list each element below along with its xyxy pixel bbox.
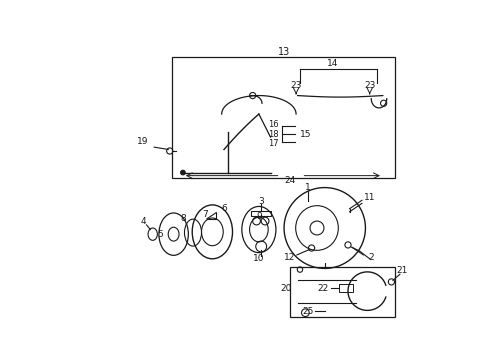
Text: 23: 23 [291, 81, 302, 90]
Bar [251, 211, 271, 216]
Bar [172, 57, 394, 178]
Text: 21: 21 [396, 266, 408, 275]
Text: 14: 14 [327, 59, 338, 68]
Text: 8: 8 [181, 214, 187, 223]
Text: 7: 7 [202, 210, 207, 219]
Text: 10: 10 [253, 254, 265, 263]
Text: 11: 11 [364, 193, 375, 202]
Text: 25: 25 [302, 307, 314, 316]
Text: 23: 23 [364, 81, 375, 90]
Circle shape [181, 170, 185, 175]
Bar [339, 284, 353, 292]
Text: 9: 9 [256, 212, 262, 221]
Text: 24: 24 [284, 176, 295, 185]
Text: 18: 18 [269, 130, 279, 139]
Text: 15: 15 [299, 130, 311, 139]
Text: 5: 5 [158, 230, 163, 239]
Text: 20: 20 [280, 284, 292, 293]
Text: 22: 22 [318, 284, 329, 293]
Text: 19: 19 [137, 137, 148, 146]
Text: 2: 2 [368, 253, 374, 262]
Text: 17: 17 [269, 139, 279, 148]
Text: 6: 6 [221, 204, 227, 213]
Text: 1: 1 [305, 184, 311, 193]
Text: 13: 13 [277, 47, 290, 57]
Bar [290, 266, 394, 316]
Text: 16: 16 [269, 120, 279, 129]
Text: 4: 4 [141, 217, 146, 226]
Text: 3: 3 [258, 197, 264, 206]
Text: 12: 12 [284, 253, 295, 262]
